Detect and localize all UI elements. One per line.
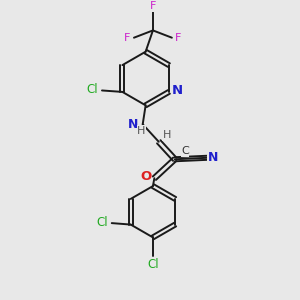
Text: F: F <box>175 33 182 43</box>
Text: H: H <box>137 126 146 136</box>
Text: H: H <box>163 130 171 140</box>
Text: N: N <box>208 151 218 164</box>
Text: Cl: Cl <box>87 83 98 96</box>
Text: N: N <box>172 84 183 97</box>
Text: F: F <box>124 33 131 43</box>
Text: Cl: Cl <box>97 216 108 229</box>
Text: Cl: Cl <box>147 258 159 271</box>
Text: N: N <box>128 118 139 131</box>
Text: O: O <box>141 170 152 183</box>
Text: C: C <box>181 146 189 156</box>
Text: F: F <box>150 1 156 11</box>
